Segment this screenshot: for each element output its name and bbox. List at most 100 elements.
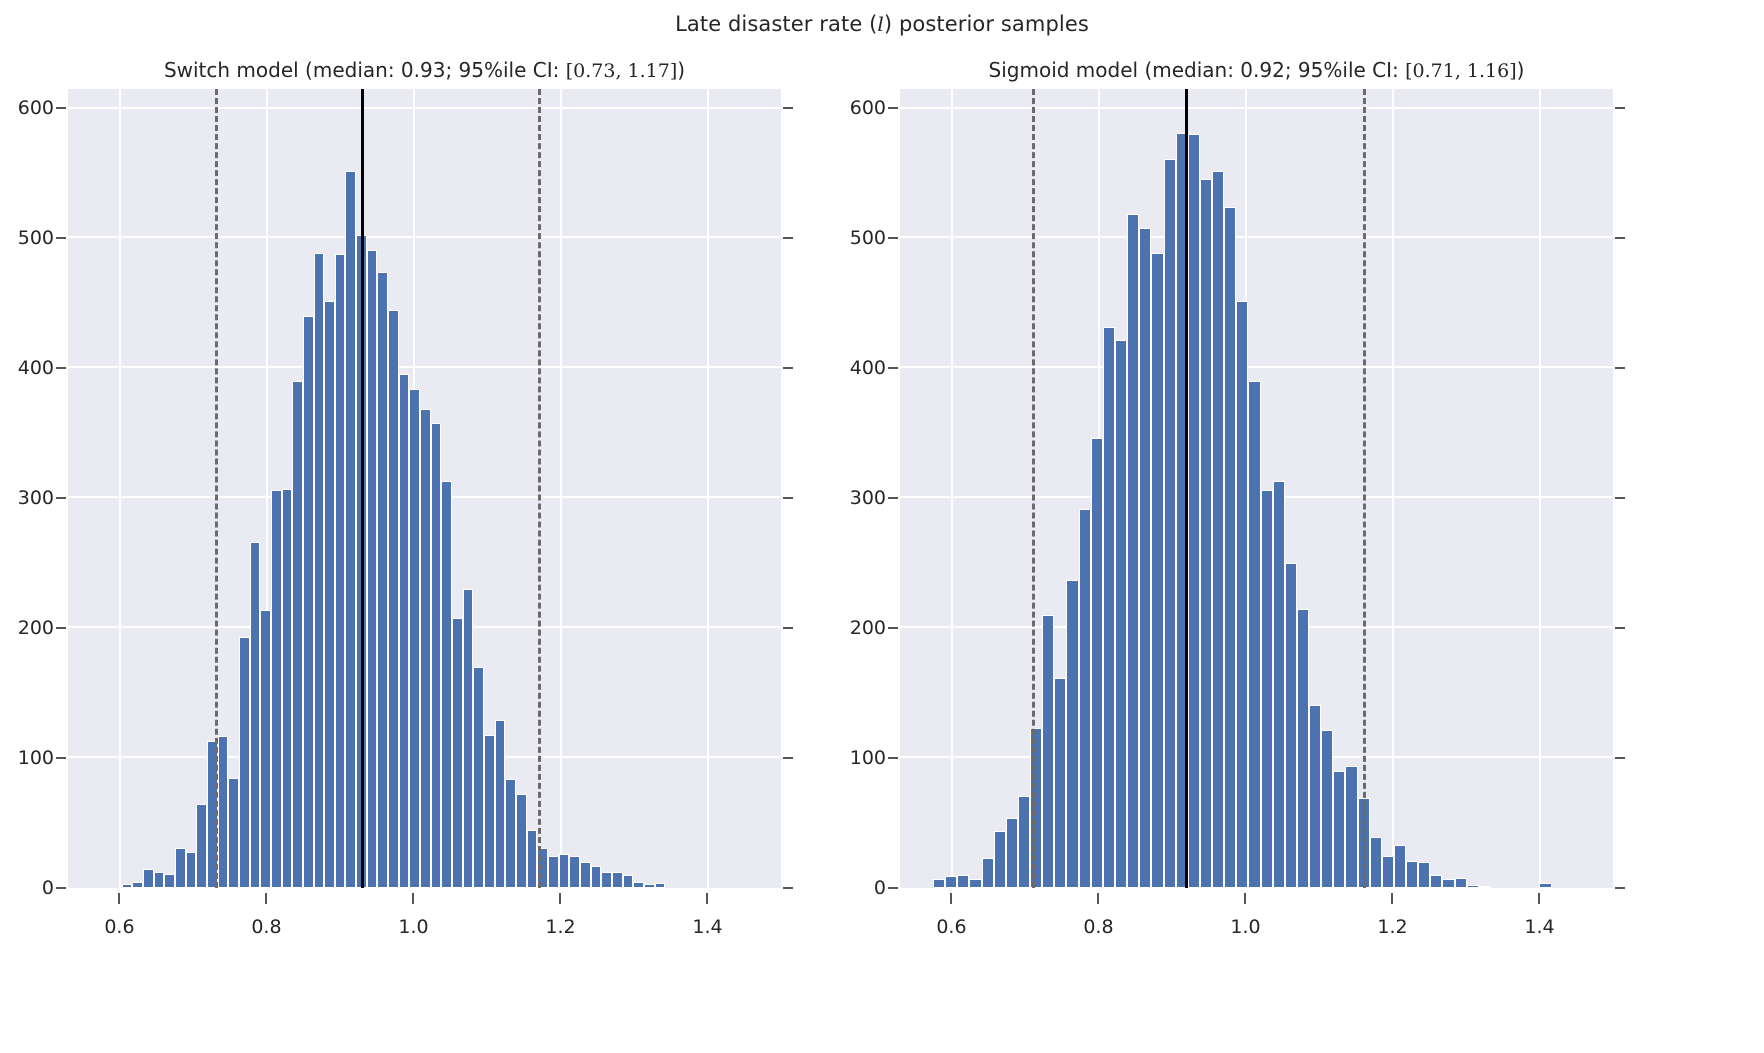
- gridline-horizontal: [68, 106, 781, 109]
- histogram-bar: [1199, 178, 1213, 888]
- y-tick-label: 600: [17, 97, 54, 120]
- histogram-bar: [1393, 845, 1407, 888]
- gridline-vertical: [707, 89, 710, 888]
- histogram-bar: [324, 300, 335, 888]
- plot-area-switch: [68, 89, 781, 888]
- y-tick-label: 600: [849, 97, 886, 120]
- histogram-bar: [611, 872, 623, 888]
- subplot-title-sigmoid-suffix: ): [1516, 58, 1525, 82]
- y-tick-mark: [56, 497, 66, 500]
- histogram-bar: [1042, 615, 1055, 888]
- x-tick-mark: [1391, 893, 1394, 904]
- histogram-bar: [1539, 882, 1552, 888]
- histogram-bar: [1017, 795, 1031, 888]
- histogram-bar: [1296, 608, 1310, 888]
- y-tick-label: 400: [17, 357, 54, 380]
- histogram-bar: [398, 373, 410, 888]
- gridline-horizontal: [900, 236, 1613, 239]
- suptitle-symbol: l: [877, 12, 884, 36]
- histogram-bar: [366, 250, 378, 888]
- histogram-bar: [302, 316, 314, 888]
- y-tick-mark: [888, 107, 898, 110]
- histogram-bar: [1284, 563, 1297, 888]
- x-tick-label: 1.4: [692, 916, 723, 938]
- histogram-bar: [516, 794, 527, 888]
- y-tick-mark-right: [783, 887, 793, 889]
- median-line: [1185, 89, 1189, 888]
- histogram-bar: [547, 855, 559, 888]
- y-tick-mark: [56, 237, 66, 240]
- y-tick-mark-right: [783, 497, 793, 500]
- histogram-bar: [1466, 885, 1479, 888]
- histogram-bar: [505, 778, 516, 888]
- subplot-title-sigmoid-prefix: Sigmoid model (median: 0.92; 95%ile CI:: [988, 58, 1406, 82]
- y-tick-label: 100: [17, 747, 54, 770]
- gridline-vertical: [1539, 89, 1542, 888]
- histogram-bar: [633, 881, 644, 888]
- y-tick-label: 500: [849, 227, 886, 250]
- histogram-bar: [622, 875, 634, 888]
- histogram-bar: [933, 878, 946, 888]
- histogram-bar: [185, 851, 197, 888]
- histogram-bar: [473, 667, 485, 888]
- histogram-bar: [1345, 765, 1358, 888]
- histogram-bar: [1260, 490, 1273, 888]
- y-tick-mark-right: [783, 627, 793, 630]
- ci-lower-line: [1032, 89, 1036, 888]
- y-tick-mark-right: [1615, 237, 1625, 240]
- x-tick-mark: [559, 893, 562, 904]
- y-tick-mark-right: [1615, 497, 1625, 500]
- x-tick-label: 1.0: [398, 916, 429, 938]
- x-tick-mark: [706, 893, 709, 904]
- y-tick-mark: [888, 367, 898, 370]
- histogram-bar: [270, 490, 282, 888]
- gridline-vertical: [560, 89, 563, 888]
- histogram-bar: [196, 803, 207, 888]
- histogram-bar: [1248, 381, 1261, 888]
- y-tick-mark-right: [783, 757, 793, 760]
- histogram-bar: [494, 720, 506, 888]
- histogram-bar: [1478, 886, 1491, 888]
- y-tick-mark: [56, 887, 66, 889]
- gridline-vertical: [1392, 89, 1395, 888]
- x-tick-mark: [265, 893, 268, 904]
- histogram-bar: [228, 777, 239, 888]
- figure-suptitle: Late disaster rate (l) posterior samples: [0, 12, 1764, 36]
- histogram-bar: [292, 381, 303, 888]
- y-tick-mark-right: [783, 237, 793, 240]
- subplot-title-sigmoid-interval: [0.71, 1.16]: [1405, 60, 1517, 82]
- subplot-title-sigmoid: Sigmoid model (median: 0.92; 95%ile CI: …: [900, 58, 1613, 89]
- histogram-bar: [1151, 252, 1164, 888]
- x-tick-label: 0.8: [1083, 916, 1114, 938]
- histogram-bar: [441, 481, 453, 888]
- y-tick-label: 200: [849, 617, 886, 640]
- y-tick-mark: [56, 627, 66, 630]
- gridline-vertical: [119, 89, 122, 888]
- histogram-bar: [1430, 875, 1443, 888]
- histogram-bar: [1418, 862, 1431, 888]
- histogram-bar: [420, 408, 431, 888]
- histogram-bar: [1078, 508, 1091, 888]
- subplot-title-switch-interval: [0.73, 1.17]: [565, 60, 678, 82]
- x-tick-mark: [950, 893, 953, 904]
- y-tick-mark-right: [783, 367, 793, 370]
- subplot-sigmoid-model: Sigmoid model (median: 0.92; 95%ile CI: …: [850, 58, 1625, 938]
- histogram-bar: [334, 254, 346, 888]
- y-tick-label: 100: [849, 747, 886, 770]
- histogram-bar: [462, 589, 474, 888]
- suptitle-suffix: ) posterior samples: [883, 12, 1089, 36]
- x-tick-label: 0.6: [104, 916, 135, 938]
- y-tick-mark-right: [1615, 367, 1625, 370]
- y-tick-mark-right: [1615, 887, 1625, 889]
- ci-upper-line: [538, 89, 542, 888]
- histogram-bar: [174, 847, 186, 888]
- histogram-bar: [281, 489, 293, 888]
- histogram-bar: [1369, 837, 1382, 888]
- histogram-bar: [1054, 677, 1067, 888]
- y-tick-mark: [888, 887, 898, 889]
- y-tick-label: 400: [849, 357, 886, 380]
- histogram-bar: [1236, 300, 1249, 888]
- y-tick-mark: [888, 757, 898, 760]
- histogram-bar: [1309, 704, 1322, 888]
- histogram-bar: [249, 542, 261, 888]
